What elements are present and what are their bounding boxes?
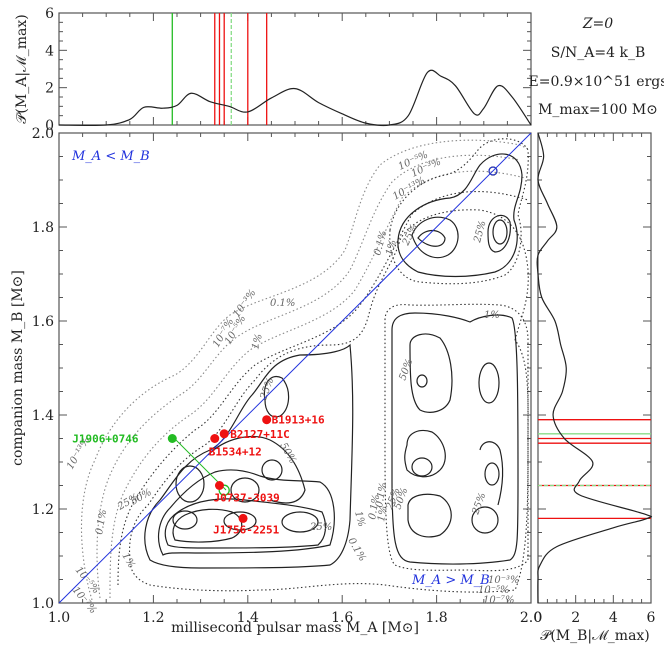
annotation-mmax: M_max=100 M⊙ — [538, 102, 658, 118]
top-y-axis-label: 𝒫(M_A|ℳ_max) — [14, 14, 30, 123]
svg-text:6: 6 — [45, 6, 54, 22]
point-label: B1534+12 — [209, 446, 262, 459]
svg-text:2: 2 — [45, 81, 54, 97]
point-marker — [214, 481, 224, 490]
parameter-annotations: Z=0 S/N_A=4 k_B E=0.9×10^51 ergs M_max=1… — [529, 16, 664, 118]
j1906-connector — [172, 436, 227, 491]
svg-text:50%: 50% — [129, 487, 154, 508]
right-marginal-curve — [536, 132, 653, 604]
svg-text:1.2: 1.2 — [32, 502, 54, 518]
svg-text:0: 0 — [534, 610, 543, 626]
svg-text:1%: 1% — [119, 551, 136, 570]
svg-text:25%: 25% — [309, 522, 332, 533]
svg-text:1.2: 1.2 — [142, 610, 164, 626]
svg-text:50%: 50% — [277, 441, 298, 466]
contour-lines — [80, 138, 531, 601]
svg-text:6: 6 — [647, 610, 656, 626]
y-axis-label: companion mass M_B [M⊙] — [10, 270, 26, 466]
svg-text:25%: 25% — [400, 222, 420, 248]
svg-text:25%: 25% — [472, 219, 489, 244]
top-marginal-curve — [58, 69, 532, 127]
diagonal-peak-marker — [488, 166, 498, 176]
svg-text:1%: 1% — [376, 505, 390, 523]
svg-text:1%: 1% — [484, 310, 500, 321]
right-x-axis-label: 𝒫(M_B|ℳ_max) — [540, 628, 650, 644]
point-marker — [238, 513, 248, 523]
svg-text:1.0: 1.0 — [48, 610, 70, 626]
svg-text:1.8: 1.8 — [32, 220, 54, 236]
data-points — [167, 415, 272, 523]
contour-labels: 10⁻¹³% 10⁻⁵% 10⁻³% 0.1% 1% 25% 25% 1% 10… — [65, 149, 519, 616]
svg-text:1%: 1% — [384, 239, 399, 257]
svg-text:1%: 1% — [250, 333, 265, 351]
svg-text:1.4: 1.4 — [32, 408, 54, 424]
point-label: J1906+0746 — [72, 433, 139, 446]
svg-text:1.8: 1.8 — [425, 610, 447, 626]
svg-text:10⁻³%: 10⁻³% — [488, 575, 520, 586]
point-label: B2127+11C — [230, 428, 290, 441]
annotation-entropy: S/N_A=4 k_B — [551, 45, 646, 61]
svg-text:10⁻³%: 10⁻³% — [231, 288, 258, 320]
svg-text:10⁻¹³%: 10⁻¹³% — [391, 175, 427, 202]
point-label: J1756-2251 — [213, 523, 280, 536]
svg-text:0.1%: 0.1% — [94, 509, 109, 536]
svg-text:0.1%: 0.1% — [345, 536, 367, 564]
point-marker-open — [218, 484, 230, 496]
svg-text:2: 2 — [571, 610, 580, 626]
top-panel-frame — [58, 12, 532, 126]
point-label: J0737-3039 — [213, 492, 279, 505]
annotation-z: Z=0 — [582, 16, 613, 32]
svg-text:1.6: 1.6 — [32, 314, 54, 330]
region-label-gt: M_A > M_B — [411, 573, 490, 588]
svg-text:10⁻⁷%: 10⁻⁷% — [483, 595, 515, 606]
point-marker — [219, 429, 229, 439]
svg-text:2.0: 2.0 — [520, 610, 542, 626]
equal-mass-diagonal — [58, 132, 532, 604]
svg-text:0.1%: 0.1% — [374, 482, 389, 509]
svg-text:25%: 25% — [470, 491, 488, 517]
point-marker — [210, 434, 220, 443]
svg-text:0.1%: 0.1% — [367, 494, 382, 521]
tick-labels: 1.0 1.2 1.4 1.6 1.8 2.01.01.21.41.61.82.00246… — [32, 6, 656, 626]
region-label-lt: M_A < M_B — [71, 149, 150, 164]
svg-text:2.0: 2.0 — [32, 126, 54, 142]
svg-text:50%: 50% — [397, 357, 415, 382]
svg-text:10⁻⁵%: 10⁻⁵% — [478, 585, 510, 596]
x-axis-label: millisecond pulsar mass M_A [M⊙] — [171, 620, 419, 636]
svg-text:1.0: 1.0 — [32, 596, 54, 612]
annotation-energy: E=0.9×10^51 ergs — [529, 74, 664, 90]
svg-text:0.1%: 0.1% — [270, 298, 295, 309]
svg-text:1.6: 1.6 — [331, 610, 353, 626]
right-panel-frame — [537, 132, 652, 604]
svg-text:4: 4 — [609, 610, 618, 626]
svg-text:4: 4 — [45, 43, 54, 59]
top-vlines — [171, 13, 268, 125]
point-marker — [167, 434, 177, 443]
svg-text:0: 0 — [45, 118, 54, 134]
right-hlines — [538, 419, 651, 520]
point-marker — [262, 415, 272, 425]
svg-text:1.4: 1.4 — [237, 610, 259, 626]
svg-text:1%: 1% — [352, 510, 367, 528]
point-label: B1913+16 — [272, 414, 325, 427]
